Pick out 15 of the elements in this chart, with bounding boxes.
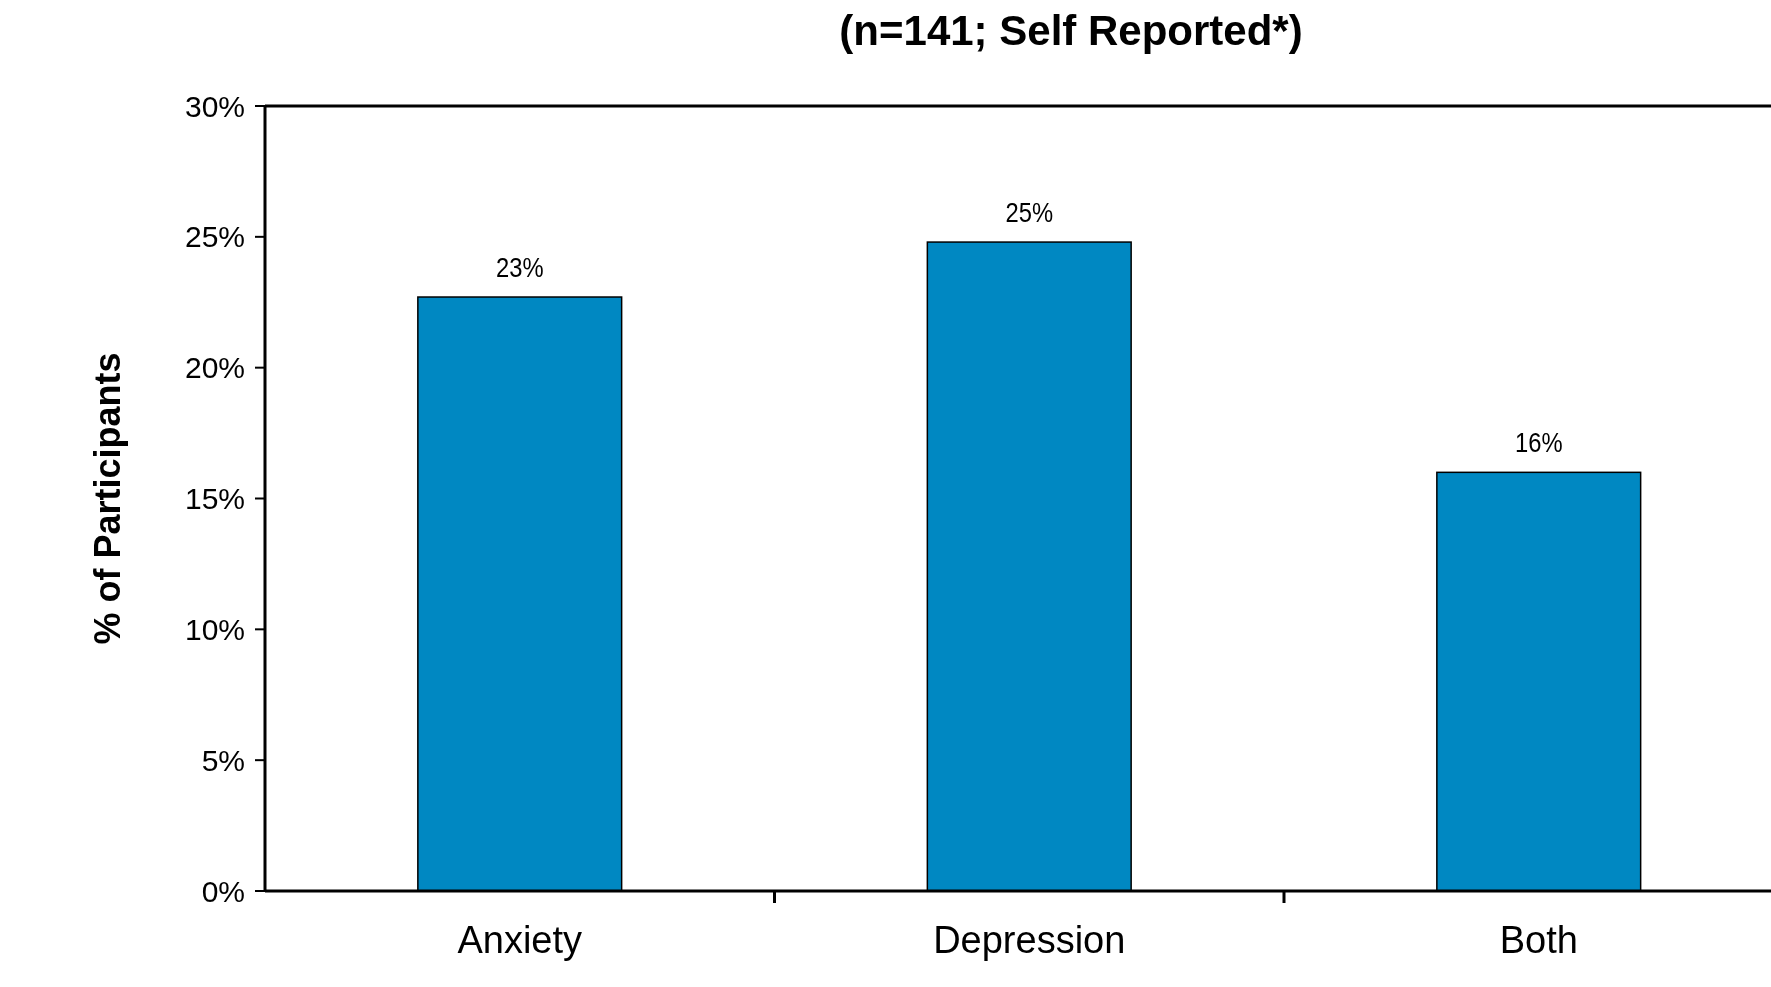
y-tick-label: 20% xyxy=(184,351,245,385)
x-tick-label: Anxiety xyxy=(457,919,583,961)
y-tick-label: 25% xyxy=(184,220,245,254)
x-tick-label: Depression xyxy=(933,919,1126,961)
y-tick-label: 15% xyxy=(184,482,245,515)
y-tick-label: 10% xyxy=(184,612,245,646)
x-tick-label: Both xyxy=(1499,919,1578,961)
y-tick-label: 30% xyxy=(184,89,245,123)
data-label: 25% xyxy=(1005,196,1054,229)
y-tick-label: 0% xyxy=(201,874,245,908)
y-axis-title: % of Participants xyxy=(87,352,128,645)
chart-title: (n=141; Self Reported*) xyxy=(839,7,1303,54)
data-label: 23% xyxy=(495,251,544,284)
y-tick-label: 5% xyxy=(201,743,245,777)
data-label: 16% xyxy=(1514,426,1563,459)
